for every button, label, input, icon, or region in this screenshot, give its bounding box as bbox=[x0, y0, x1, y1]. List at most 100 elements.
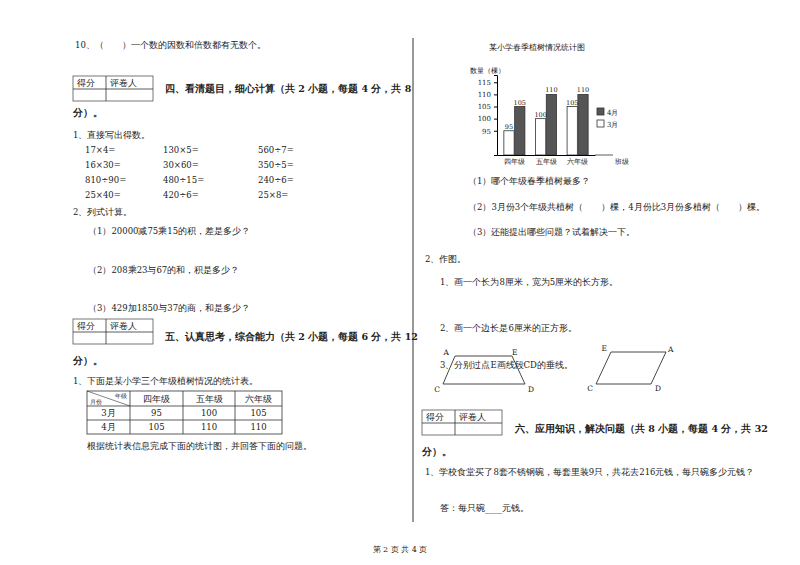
table-cell: 110 bbox=[250, 422, 266, 432]
data-label: 105 bbox=[566, 99, 578, 107]
table-rule bbox=[130, 391, 131, 434]
point-label: C bbox=[587, 384, 593, 393]
x-tick-label: 四年级 bbox=[504, 158, 525, 166]
x-tick-label: 六年级 bbox=[567, 158, 588, 166]
table-cell: 3月 bbox=[101, 408, 115, 418]
table-rule bbox=[235, 391, 236, 434]
question: 10、（ ）一个数的因数和倍数都有无数个。 bbox=[75, 40, 266, 50]
data-label: 110 bbox=[577, 86, 589, 94]
legend-swatch bbox=[597, 120, 604, 127]
y-tick-label: 110 bbox=[478, 91, 491, 99]
question: 3、分别过点E画线段CD的垂线。 bbox=[440, 360, 573, 370]
calc-item: 810÷90= bbox=[85, 175, 126, 185]
legend-swatch bbox=[597, 108, 604, 115]
table-rule bbox=[87, 406, 282, 407]
section-heading: 六、应用知识，解决问题（共 8 小题，每题 4 分，共 32 bbox=[514, 423, 768, 434]
bar bbox=[504, 131, 514, 155]
table-cell: 4月 bbox=[101, 422, 115, 432]
table-cell: 95 bbox=[151, 408, 162, 418]
bar bbox=[578, 94, 588, 155]
x-tick: 五年级 bbox=[536, 155, 557, 166]
x-tick: 四年级 bbox=[504, 155, 525, 166]
question: （3）429加1850与37的商，和是多少？ bbox=[88, 303, 250, 313]
data-label: 95 bbox=[505, 123, 513, 131]
score-label: 评卷人 bbox=[459, 412, 486, 422]
table-cell: 105 bbox=[250, 408, 266, 418]
score-box bbox=[422, 410, 502, 435]
table-corner: 月份 bbox=[90, 398, 102, 405]
question: 2、列式计算。 bbox=[73, 207, 132, 217]
score-box-divider bbox=[455, 410, 456, 435]
question: 2、画一个边长是6厘米的正方形。 bbox=[440, 323, 577, 333]
y-tick-mark bbox=[494, 94, 497, 95]
question: 2、作图。 bbox=[425, 254, 466, 264]
score-box bbox=[73, 319, 153, 344]
y-tick: 115 bbox=[478, 79, 497, 87]
section-heading: 分）。 bbox=[421, 446, 452, 457]
question: （2）208乘23与67的和，积是多少？ bbox=[88, 265, 239, 275]
table-rule bbox=[87, 420, 282, 421]
axis-title: 班级 bbox=[615, 158, 629, 166]
y-tick-label: 100 bbox=[478, 115, 491, 123]
data-label: 100 bbox=[534, 111, 546, 119]
calc-item: 350÷5= bbox=[258, 160, 294, 170]
point-label: A bbox=[667, 345, 674, 354]
answer-line: 答：每只碗____元钱。 bbox=[440, 503, 529, 514]
x-tick-label: 五年级 bbox=[536, 158, 557, 166]
question: （2）3月份3个年级共植树（ ）棵，4月份比3月份多植树（ ）棵。 bbox=[468, 202, 765, 212]
page: 10、（ ）一个数的因数和倍数都有无数个。得分评卷人四、看清题目，细心计算（共 … bbox=[0, 0, 800, 565]
table-header: 五年级 bbox=[196, 394, 223, 404]
calc-item: 240÷6= bbox=[258, 175, 294, 185]
section-heading: 四、看清题目，细心计算（共 2 小题，每题 4 分，共 8 bbox=[165, 83, 412, 94]
table-cell: 100 bbox=[201, 408, 217, 418]
question: 1、直接写出得数。 bbox=[73, 130, 150, 140]
calc-item: 16×30= bbox=[85, 160, 121, 170]
question: 1、画一个长为8厘米，宽为5厘米的长方形。 bbox=[440, 277, 618, 287]
point-label: E bbox=[602, 344, 607, 353]
bar bbox=[535, 119, 545, 155]
x-tick: 六年级 bbox=[567, 155, 588, 166]
y-axis-line bbox=[494, 76, 498, 156]
point-label: E bbox=[512, 348, 517, 357]
score-label: 得分 bbox=[77, 321, 95, 331]
section-heading: 分）。 bbox=[72, 107, 103, 118]
y-tick-label: 95 bbox=[482, 127, 491, 135]
calc-item: 25×8= bbox=[258, 190, 288, 200]
question: 1、学校食堂买了8套不锈钢碗，每套里装9只，共花去216元钱，每只碗多少元钱？ bbox=[425, 467, 754, 477]
bar bbox=[567, 107, 577, 155]
column-divider bbox=[413, 38, 414, 522]
point-label: D bbox=[655, 384, 661, 393]
x-axis-line bbox=[498, 155, 596, 156]
table-cell: 105 bbox=[148, 422, 164, 432]
score-box-divider bbox=[106, 319, 107, 344]
bar bbox=[546, 94, 556, 155]
data-labels: 10511011095100105 bbox=[505, 86, 589, 130]
instruction: 根据统计表信息完成下面的统计图，并回答下面的问题。 bbox=[87, 441, 312, 451]
table-cell: 110 bbox=[201, 422, 217, 432]
y-tick-mark bbox=[494, 119, 497, 120]
table-corner: 年级 bbox=[115, 392, 127, 399]
table-header: 六年级 bbox=[245, 394, 272, 404]
data-label: 110 bbox=[545, 86, 557, 94]
calc-item: 560÷7= bbox=[258, 145, 294, 155]
parallelogram bbox=[596, 352, 666, 384]
table-header: 四年级 bbox=[143, 394, 170, 404]
table-frame bbox=[87, 391, 282, 434]
point-label: D bbox=[528, 385, 534, 394]
calc-item: 17×4= bbox=[85, 145, 115, 155]
point-label: C bbox=[434, 385, 440, 394]
calc-item: 130×5= bbox=[163, 145, 199, 155]
score-box-divider bbox=[422, 423, 502, 424]
question: （1）20000减75乘15的积，差是多少？ bbox=[88, 226, 250, 236]
y-tick-mark bbox=[494, 131, 497, 132]
score-label: 评卷人 bbox=[110, 78, 137, 88]
y-tick: 110 bbox=[478, 91, 497, 99]
section-heading: 分）。 bbox=[72, 355, 103, 366]
calc-item: 25×40= bbox=[85, 190, 121, 200]
footer: 第 2 页 共 4 页 bbox=[373, 545, 428, 554]
x-axis-extension bbox=[595, 155, 613, 156]
calc-item: 480÷15= bbox=[163, 175, 204, 185]
axis-title: 数量（棵） bbox=[470, 67, 505, 75]
trapezoid bbox=[443, 356, 525, 384]
section-heading: 五、认真思考，综合能力（共 2 小题，每题 6 分，共 12 bbox=[164, 331, 418, 342]
